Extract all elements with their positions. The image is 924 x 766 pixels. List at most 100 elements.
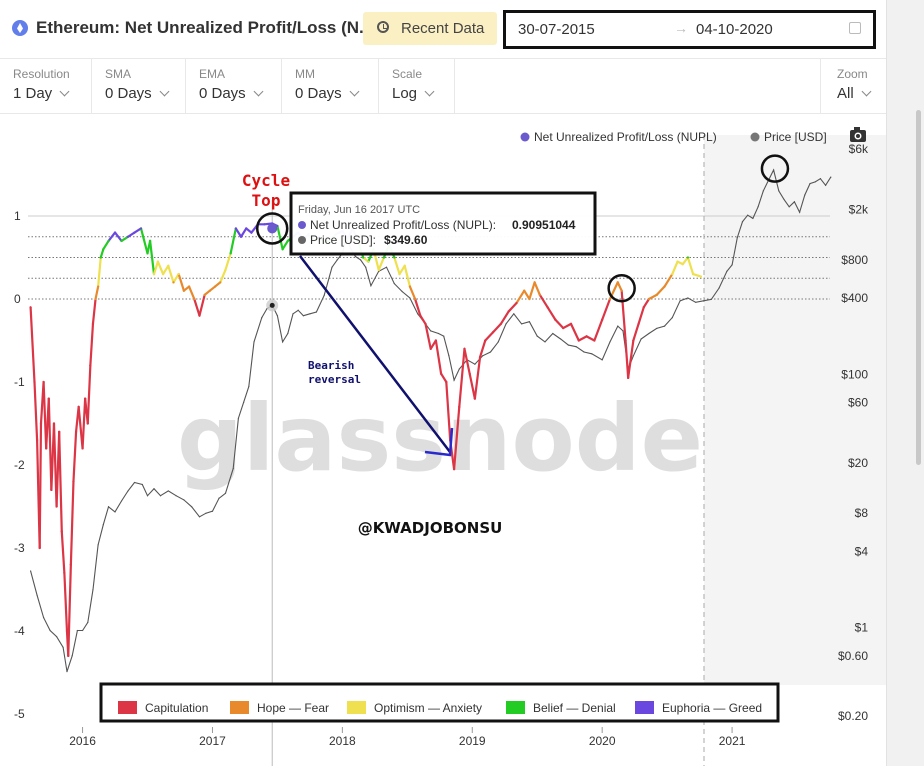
price-point	[191, 506, 193, 508]
price-point	[809, 182, 811, 185]
nupl-segment	[419, 314, 427, 325]
price-line	[30, 168, 832, 672]
nupl-segment	[152, 260, 160, 276]
price-point	[762, 190, 764, 192]
legend-price-label: Price [USD]	[764, 130, 827, 144]
scale-label: Scale	[392, 67, 423, 81]
zone-legend: Capitulation Hope — Fear Optimism — Anxi…	[99, 682, 780, 723]
nupl-point	[39, 422, 43, 425]
nupl-point	[515, 302, 518, 305]
price-point	[513, 313, 515, 315]
nupl-point	[507, 310, 510, 313]
price-point	[146, 495, 149, 497]
price-point	[81, 629, 84, 632]
price-hover-marker	[269, 302, 275, 308]
price-point	[76, 629, 78, 632]
price-point	[102, 524, 104, 526]
nupl-point	[65, 629, 69, 633]
nupl-segment	[113, 231, 123, 242]
nupl-point	[167, 264, 170, 267]
chevron-down-icon	[59, 86, 70, 97]
nupl-segment	[601, 297, 612, 321]
price-point	[409, 297, 411, 299]
price-point	[198, 516, 201, 518]
price-point	[695, 301, 697, 303]
price-point	[783, 198, 785, 201]
nupl-segment	[38, 422, 43, 550]
right-tick-label: $800	[841, 253, 868, 267]
price-point	[632, 355, 634, 357]
nupl-point	[99, 256, 102, 259]
price-point	[292, 313, 294, 315]
tooltip-nupl-swatch	[298, 221, 306, 229]
recent-data-button[interactable]: Recent Data	[363, 12, 497, 45]
cycle-top-annotation: Cycle Top	[242, 171, 290, 210]
nupl-point	[187, 285, 191, 288]
bearish-line1: Bearish	[308, 359, 354, 372]
nupl-point	[113, 231, 117, 234]
nupl-segment	[193, 297, 201, 317]
ema-value[interactable]: 0 Days	[199, 85, 264, 102]
ema-select[interactable]: EMA 0 Days	[186, 59, 282, 113]
scale-value[interactable]: Log	[392, 85, 435, 102]
nupl-segment	[149, 239, 156, 276]
price-point	[726, 270, 728, 272]
camera-icon[interactable]	[850, 127, 866, 142]
nupl-point	[434, 339, 437, 342]
mm-value[interactable]: 0 Days	[295, 85, 360, 102]
price-point	[127, 490, 129, 492]
tooltip-date: Friday, Jun 16 2017 UTC	[298, 204, 420, 216]
date-range-picker[interactable]: 30-07-2015 → 04-10-2020	[503, 10, 876, 49]
price-point	[287, 332, 289, 335]
nupl-point	[473, 397, 476, 400]
sma-select[interactable]: SMA 0 Days	[92, 59, 186, 113]
nupl-point	[601, 318, 604, 321]
nupl-point	[637, 322, 640, 325]
price-point	[323, 294, 325, 296]
page-scrollbar[interactable]	[886, 0, 924, 766]
price-point	[819, 178, 822, 180]
scale-select[interactable]: Scale Log	[379, 59, 455, 113]
right-tick-label: $60	[848, 395, 868, 409]
nupl-segment	[577, 335, 588, 342]
nupl-segment	[439, 372, 448, 384]
nupl-point	[50, 488, 53, 491]
price-point	[237, 417, 240, 419]
nupl-point	[452, 468, 456, 471]
price-point	[747, 214, 749, 216]
nupl-segment	[91, 297, 97, 325]
zoom-select[interactable]: Zoom All	[820, 59, 887, 113]
price-point	[497, 341, 499, 343]
price-point	[622, 330, 624, 332]
cycle-top-line2: Top	[252, 191, 281, 210]
nupl-segment	[172, 273, 180, 284]
nupl-segment	[642, 297, 651, 309]
sma-value[interactable]: 0 Days	[105, 85, 170, 102]
price-point	[453, 379, 455, 381]
nupl-point	[463, 347, 466, 350]
resolution-value[interactable]: 1 Day	[13, 85, 70, 102]
calendar-icon[interactable]	[849, 22, 861, 34]
price-point	[36, 594, 38, 596]
nupl-point	[97, 285, 100, 288]
nupl-segment	[198, 293, 206, 317]
resolution-select[interactable]: Resolution 1 Day	[0, 59, 92, 113]
right-tick-label: $6k	[849, 142, 869, 156]
scrollbar-thumb[interactable]	[916, 110, 921, 465]
nupl-segment	[393, 256, 401, 276]
price-point	[583, 351, 585, 353]
date-to[interactable]: 04-10-2020	[696, 21, 773, 38]
x-tick-label: 2021	[719, 734, 746, 748]
nupl-point	[52, 422, 56, 425]
nupl-point	[398, 273, 401, 276]
optimism-anxiety-label: Optimism — Anxiety	[374, 701, 482, 715]
nupl-point	[439, 372, 443, 375]
date-from[interactable]: 30-07-2015	[518, 21, 595, 38]
nupl-point	[692, 273, 695, 276]
zoom-value[interactable]: All	[837, 85, 872, 102]
price-point	[528, 321, 531, 323]
nupl-segment	[213, 281, 222, 288]
mm-select[interactable]: MM 0 Days	[282, 59, 379, 113]
price-point	[205, 512, 207, 514]
right-tick-label: $20	[848, 456, 868, 470]
